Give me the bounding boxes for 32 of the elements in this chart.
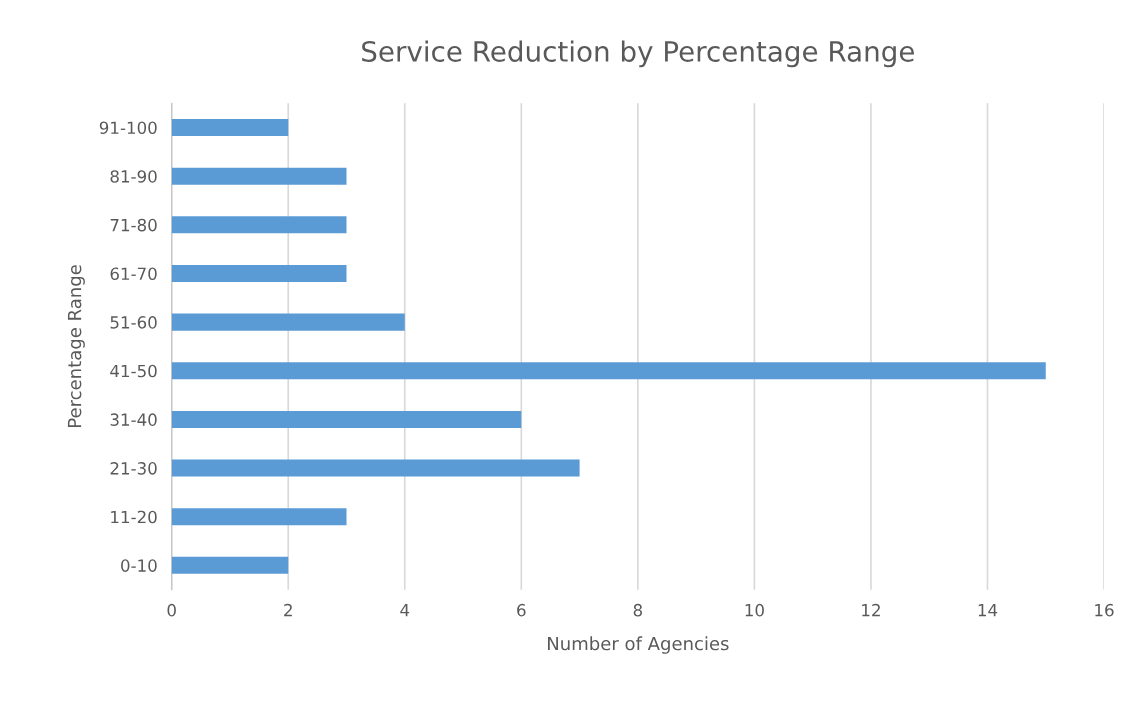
x-tick-label: 6 xyxy=(517,603,526,617)
y-axis-title: Percentage Range xyxy=(67,265,85,427)
x-tick-label: 0 xyxy=(167,603,176,617)
y-tick-label: 61-70 xyxy=(110,267,157,281)
x-tick-label: 14 xyxy=(978,604,998,617)
y-tick-label: 0-10 xyxy=(121,559,157,572)
x-tick-label: 16 xyxy=(1095,603,1114,617)
y-tick-label: 81-90 xyxy=(110,170,157,183)
x-tick-label: 12 xyxy=(862,603,880,617)
bar xyxy=(171,556,289,574)
x-axis-title: Number of Agencies xyxy=(548,636,729,654)
bar xyxy=(171,508,347,526)
y-tick-label: 51-60 xyxy=(110,316,157,329)
y-tick-label: 11-20 xyxy=(111,510,157,524)
bar xyxy=(171,119,289,137)
bar xyxy=(171,410,522,428)
bar xyxy=(171,459,580,477)
bar xyxy=(171,313,405,331)
y-tick-label: 41-50 xyxy=(110,364,157,378)
x-tick-label: 4 xyxy=(400,604,410,617)
y-tick-label: 21-30 xyxy=(110,462,157,475)
y-tick-label: 91-100 xyxy=(99,121,157,135)
bar xyxy=(171,362,1046,380)
chart-title: Service Reduction by Percentage Range xyxy=(362,40,914,68)
bar xyxy=(171,167,347,185)
x-tick-label: 2 xyxy=(284,603,292,617)
bar xyxy=(171,216,347,234)
y-tick-label: 31-40 xyxy=(110,413,157,426)
bar xyxy=(171,264,347,282)
y-tick-label: 71-80 xyxy=(110,218,157,232)
x-tick-label: 8 xyxy=(633,603,643,617)
x-tick-label: 10 xyxy=(745,603,764,617)
